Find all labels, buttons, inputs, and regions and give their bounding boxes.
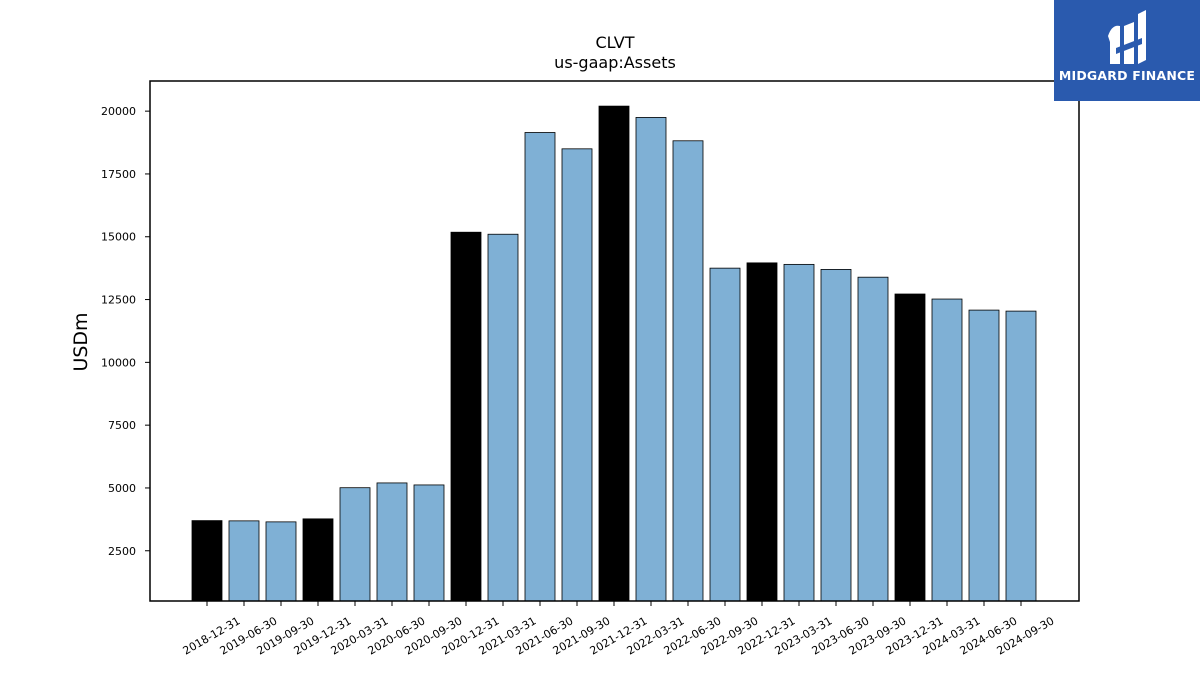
y-tick-label: 17500 [101, 168, 136, 181]
x-ticks-group: 2018-12-312019-06-302019-09-302019-12-31… [181, 601, 1057, 658]
bar-2023-12-31 [894, 293, 926, 602]
bars-group [191, 105, 1037, 602]
bar-2021-12-31 [598, 105, 630, 602]
bar-2021-09-30 [561, 148, 593, 602]
bar-2020-03-31 [339, 487, 371, 602]
bar-2018-12-31 [191, 520, 223, 602]
y-tick-label: 12500 [101, 294, 136, 307]
bar-2019-12-31 [302, 518, 334, 602]
bar-2020-12-31 [450, 231, 482, 602]
chart-subtitle: us-gaap:Assets [554, 53, 676, 72]
midgard-logo-icon [1108, 10, 1146, 64]
y-tick-label: 15000 [101, 231, 136, 244]
bar-2022-12-31 [746, 262, 778, 602]
bar-2024-06-30 [968, 309, 1000, 602]
bar-2022-06-30 [672, 140, 704, 602]
y-axis-label: USDm [70, 312, 92, 371]
bar-2023-06-30 [820, 269, 852, 602]
plot-frame [149, 80, 1080, 602]
bar-2021-03-31 [487, 233, 519, 602]
bar-2019-06-30 [228, 520, 260, 602]
bar-2022-09-30 [709, 267, 741, 602]
logo-text: MIDGARD FINANCE [1058, 68, 1196, 83]
y-tick-label: 5000 [108, 482, 136, 495]
bar-2022-03-31 [635, 117, 667, 602]
bar-2019-09-30 [265, 521, 297, 602]
chart-title: CLVT [595, 33, 634, 52]
bar-2020-09-30 [413, 484, 445, 602]
bar-2024-09-30 [1005, 310, 1037, 602]
bar-2023-09-30 [857, 276, 889, 602]
bar-2024-03-31 [931, 298, 963, 602]
bar-2020-06-30 [376, 482, 408, 602]
y-tick-label: 7500 [108, 419, 136, 432]
y-tick-label: 20000 [101, 105, 136, 118]
y-ticks-group: 2500 5000 7500 10000 12500 15000 17500 20000 [101, 105, 150, 558]
y-tick-label: 10000 [101, 356, 136, 369]
y-tick-label: 2500 [108, 545, 136, 558]
bar-2023-03-31 [783, 263, 815, 602]
midgard-finance-logo: MIDGARD FINANCE [1054, 0, 1200, 101]
bar-2021-06-30 [524, 132, 556, 602]
